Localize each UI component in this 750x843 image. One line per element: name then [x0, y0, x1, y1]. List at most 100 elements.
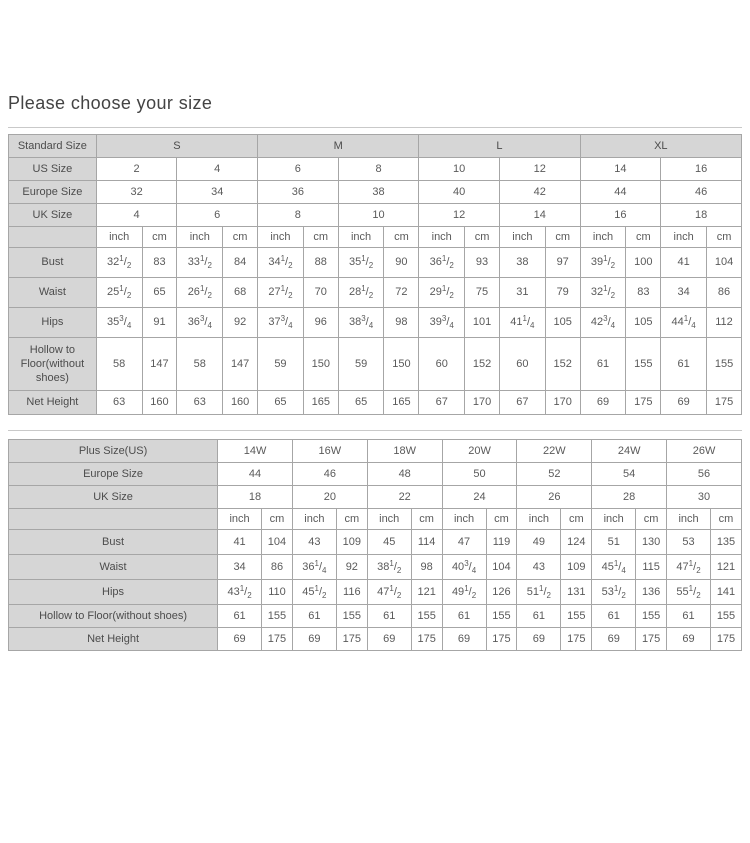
measurement-value-cell: 121	[410, 579, 443, 605]
unit-label-cell: inch	[418, 226, 466, 248]
unit-label-cell: inch	[516, 508, 562, 530]
size-value-cell: 12	[498, 157, 581, 181]
measurement-value-cell: 423/4	[579, 307, 627, 338]
measurement-value-cell: 361/4	[291, 554, 337, 580]
measurement-value-cell: 155	[335, 604, 368, 628]
unit-label-cell: cm	[560, 508, 593, 530]
measurement-value-cell: 411/4	[498, 307, 546, 338]
size-row: US Size 2 4 6 8 10 12 14 16	[8, 157, 742, 181]
unit-label-cell: cm	[635, 508, 668, 530]
measurement-row: Bust 41 104 43 109 45 114 47 119 49 124 51 130 53 135	[7, 529, 743, 555]
measurement-value-cell: 38	[498, 247, 546, 278]
measurement-value-cell: 130	[635, 529, 668, 555]
measurement-value-cell: 105	[625, 307, 662, 338]
measurement-value-cell: 92	[222, 307, 259, 338]
measurement-value-cell: 58	[95, 337, 143, 391]
measurement-value-cell: 96	[302, 307, 339, 338]
measurement-value-cell: 491/2	[441, 579, 487, 605]
measurement-value-cell: 175	[335, 627, 368, 651]
measurement-value-cell: 69	[217, 627, 263, 651]
size-value-cell: 2	[95, 157, 178, 181]
measurement-value-cell: 160	[141, 390, 178, 415]
divider-rule-top	[8, 127, 742, 128]
unit-label-cell: cm	[335, 508, 368, 530]
measurement-value-cell: 69	[666, 627, 711, 651]
unit-label-cell: cm	[709, 508, 743, 530]
measurement-value-cell: 61	[217, 604, 263, 628]
measurement-value-cell: 34	[660, 277, 708, 308]
measurement-value-cell: 98	[383, 307, 420, 338]
standard-size-corner-cell: Standard Size	[8, 134, 97, 158]
row-label-cell: Europe Size	[8, 180, 97, 204]
measurement-row: Net Height 69 175 69 175 69 175 69 175 69 175 69 175…	[7, 627, 743, 651]
measurement-value-cell: 65	[141, 277, 178, 308]
size-value-cell: 32	[95, 180, 178, 204]
unit-label-cell: inch	[498, 226, 546, 248]
measurement-value-cell: 88	[302, 247, 339, 278]
row-label-cell: Net Height	[7, 627, 219, 651]
measurement-value-cell: 109	[335, 529, 368, 555]
row-label-cell: UK Size	[7, 485, 219, 509]
row-label-cell: Waist	[8, 277, 97, 308]
measurement-value-cell: 165	[302, 390, 339, 415]
measurement-value-cell: 383/4	[337, 307, 385, 338]
size-value-cell: 8	[337, 157, 420, 181]
measurement-value-cell: 90	[383, 247, 420, 278]
size-value-cell: 42	[498, 180, 581, 204]
measurement-value-cell: 155	[625, 337, 662, 391]
size-value-cell: 22W	[516, 439, 593, 463]
size-group-cell: S	[95, 134, 259, 158]
measurement-value-cell: 511/2	[516, 579, 562, 605]
measurement-value-cell: 150	[383, 337, 420, 391]
row-label-cell: Net Height	[8, 390, 97, 415]
measurement-value-cell: 155	[635, 604, 668, 628]
unit-corner-cell	[7, 508, 219, 530]
row-label-cell: Hollow to Floor(without shoes)	[7, 604, 219, 628]
measurement-value-cell: 61	[366, 604, 412, 628]
measurement-value-cell: 160	[222, 390, 259, 415]
measurement-value-cell: 51	[591, 529, 637, 555]
size-value-cell: 28	[591, 485, 668, 509]
measurement-value-cell: 47	[441, 529, 487, 555]
unit-header-row: inch cm inch cm inch cm inch cm inch cm inch cm inch…	[7, 508, 743, 530]
measurement-value-cell: 170	[544, 390, 581, 415]
measurement-value-cell: 124	[560, 529, 593, 555]
measurement-value-cell: 261/2	[176, 277, 224, 308]
measurement-value-cell: 63	[95, 390, 143, 415]
measurement-value-cell: 403/4	[441, 554, 487, 580]
measurement-value-cell: 175	[706, 390, 742, 415]
unit-label-cell: inch	[591, 508, 637, 530]
unit-label-cell: inch	[660, 226, 708, 248]
unit-label-cell: inch	[337, 226, 385, 248]
size-value-cell: 52	[516, 462, 593, 486]
unit-label-cell: inch	[217, 508, 263, 530]
measurement-value-cell: 170	[464, 390, 500, 415]
unit-label-cell: inch	[666, 508, 711, 530]
measurement-value-cell: 431/2	[217, 579, 263, 605]
measurement-value-cell: 175	[485, 627, 518, 651]
row-label-cell: Hips	[7, 579, 219, 605]
unit-label-cell: cm	[383, 226, 420, 248]
measurement-value-cell: 67	[498, 390, 546, 415]
unit-label-cell: inch	[366, 508, 412, 530]
measurement-value-cell: 65	[257, 390, 304, 415]
row-label-cell: Waist	[7, 554, 219, 580]
measurement-value-cell: 165	[383, 390, 420, 415]
measurement-value-cell: 147	[222, 337, 259, 391]
measurement-value-cell: 391/2	[579, 247, 627, 278]
size-value-cell: 4	[95, 203, 178, 227]
size-value-cell: 50	[441, 462, 518, 486]
row-label-cell: Bust	[7, 529, 219, 555]
size-value-cell: 22	[366, 485, 443, 509]
measurement-value-cell: 155	[485, 604, 518, 628]
measurement-value-cell: 175	[410, 627, 443, 651]
size-value-cell: 10	[337, 203, 420, 227]
size-value-cell: 20W	[441, 439, 518, 463]
measurement-row: Hollow to Floor(without shoes) 58 147 58 147…	[8, 337, 742, 391]
measurement-value-cell: 69	[579, 390, 627, 415]
measurement-value-cell: 114	[410, 529, 443, 555]
measurement-value-cell: 451/4	[591, 554, 637, 580]
size-value-cell: 10	[418, 157, 500, 181]
measurement-value-cell: 59	[337, 337, 385, 391]
measurement-value-cell: 147	[141, 337, 178, 391]
